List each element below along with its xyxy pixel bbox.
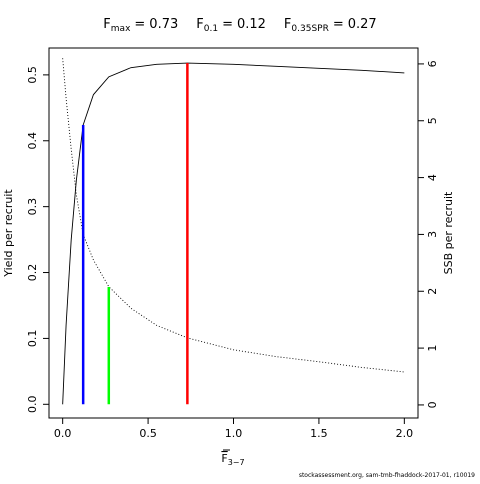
y-tick-label: 0.2 [26, 264, 39, 282]
title-sign: = [222, 17, 233, 32]
y2-tick-label: 0 [426, 401, 439, 408]
series-line [62, 58, 405, 373]
x-tick-label: 2.0 [396, 427, 414, 440]
title-value: 0.27 [348, 17, 377, 32]
y-tick-label: 0.4 [26, 132, 39, 150]
title-subscript: 0.1 [204, 24, 218, 34]
x-tick-label: 0.0 [54, 427, 72, 440]
title-value: 0.12 [237, 17, 266, 32]
y2-tick-label: 4 [426, 174, 439, 181]
y-axis-label: Yield per recruit [2, 189, 15, 278]
y2-tick-label: 5 [426, 117, 439, 124]
title-subscript: 0.35SPR [291, 24, 328, 34]
title-symbol: F [103, 17, 110, 32]
x-tick-label: 1.5 [310, 427, 328, 440]
x-label-subscript: 3−7 [228, 458, 245, 467]
y2-tick-label: 1 [426, 345, 439, 352]
footer: stockassessment.org, sam-tmb-fhaddock-20… [299, 472, 475, 479]
title-symbol: F [284, 17, 291, 32]
y-tick-label: 0.5 [26, 66, 39, 84]
series-line [62, 62, 405, 405]
title-value: 0.73 [149, 17, 178, 32]
x-tick-label: 1.0 [225, 427, 243, 440]
x-axis-label: F3−7 [221, 452, 244, 467]
x-label-symbol: F [221, 452, 227, 465]
y2-tick-label: 2 [426, 288, 439, 295]
y-tick-label: 0.3 [26, 198, 39, 216]
chart-title: Fmax = 0.73 F0.1 = 0.12 F0.35SPR = 0.27 [103, 17, 376, 34]
title-sign: = [134, 17, 145, 32]
plot-frame [48, 47, 419, 419]
title-sign: = [333, 17, 344, 32]
y-tick-label: 0.1 [26, 330, 39, 348]
y2-tick-label: 3 [426, 231, 439, 238]
y-tick-label: 0.0 [26, 396, 39, 414]
title-subscript: max [111, 24, 131, 34]
title-symbol: F [196, 17, 203, 32]
y2-axis-label: SSB per recruit [442, 191, 455, 274]
x-tick-label: 0.5 [139, 427, 157, 440]
y2-tick-label: 6 [426, 60, 439, 67]
